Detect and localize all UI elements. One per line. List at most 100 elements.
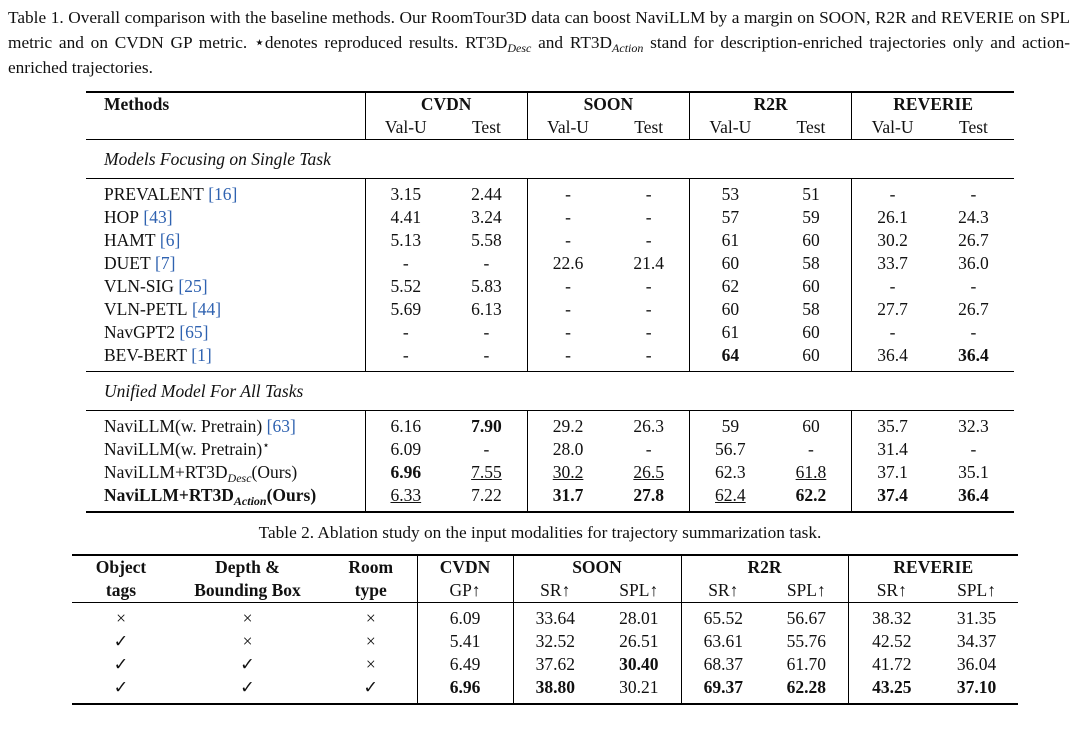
- method-name: NaviLLM+RT3D: [104, 485, 234, 505]
- value-cell: 58: [770, 252, 853, 275]
- data-row: ✓ ✓ × 6.49 37.62 30.40 68.37 61.70 41.72 36.04: [72, 653, 1018, 676]
- value-cell: -: [608, 298, 691, 321]
- header-line: Room: [348, 557, 394, 577]
- value-cell: ✓: [113, 654, 129, 674]
- value-cell: 3.24: [446, 206, 528, 229]
- value-cell: -: [608, 275, 691, 298]
- method-subscript: Desc: [227, 471, 252, 485]
- sub-header: SR↑: [708, 580, 739, 600]
- sub-header: Test: [770, 116, 853, 140]
- data-row: VLN-SIG [25] 5.52 5.83 - - 62 60 - -: [86, 275, 1014, 298]
- value-cell: 43.25: [848, 676, 935, 704]
- sub-header: Test: [958, 117, 988, 137]
- caption-subscript: Desc: [507, 41, 532, 55]
- value-cell: 33.64: [535, 608, 575, 628]
- value-cell: -: [608, 321, 691, 344]
- method-name: NaviLLM(w. Pretrain): [104, 416, 263, 436]
- value-cell: 28.01: [597, 602, 682, 630]
- table2-caption: Table 2. Ablation study on the input mod…: [258, 523, 822, 542]
- value-cell: ✓: [325, 676, 418, 704]
- value-cell: 60: [770, 344, 853, 372]
- value-cell: -: [402, 253, 409, 273]
- caption-text: and RT3D: [531, 33, 613, 52]
- method-name: HOP: [104, 207, 140, 227]
- value-cell: 30.21: [597, 676, 682, 704]
- section-row: Models Focusing on Single Task: [86, 140, 1015, 179]
- caption-subscript: Action: [612, 41, 644, 55]
- header-line: Object: [95, 557, 147, 577]
- section-row: Unified Model For All Tasks: [86, 371, 1015, 411]
- value-cell: 5.41: [417, 630, 514, 653]
- value-cell: 2.44: [446, 178, 528, 206]
- header-cell: [86, 116, 366, 140]
- value-cell: 30.40: [597, 653, 682, 676]
- value-cell: 62.4: [690, 484, 771, 512]
- value-cell: ✓: [240, 654, 255, 674]
- data-row: × × × 6.09 33.64 28.01 65.52 56.67 38.32 31.35: [72, 602, 1019, 630]
- value-cell: -: [565, 184, 571, 204]
- value-cell: 29.2: [552, 416, 584, 436]
- cell-text: 30.2: [552, 462, 584, 482]
- value-cell: 7.90: [446, 410, 528, 438]
- method-subscript: Action: [233, 494, 267, 508]
- value-cell: -: [446, 438, 528, 461]
- group-header: R2R: [681, 555, 849, 579]
- value-cell: 6.09: [417, 602, 514, 630]
- value-cell: 31.35: [956, 608, 997, 628]
- value-cell: 6.49: [417, 653, 514, 676]
- sub-header: Test: [608, 116, 691, 140]
- value-cell: -: [608, 178, 691, 206]
- method-name: HAMT: [104, 230, 156, 250]
- citation: [6]: [159, 230, 181, 250]
- value-cell: -: [608, 229, 691, 252]
- cell-text: 37.10: [956, 677, 997, 697]
- value-cell: 5.52: [390, 276, 422, 296]
- sub-header: Val-U: [871, 117, 914, 137]
- value-cell: 22.6: [552, 253, 584, 273]
- value-cell: -: [402, 322, 409, 342]
- cell-text: 6.33: [390, 485, 422, 505]
- data-row: NaviLLM+RT3DDesc(Ours) 6.96 7.55 30.2 26.5 62…: [86, 461, 1014, 484]
- value-cell: 5.58: [446, 229, 528, 252]
- value-cell: 7.22: [446, 484, 528, 512]
- value-cell: 60: [770, 275, 853, 298]
- method-cell: NaviLLM+RT3DDesc(Ours): [86, 461, 366, 485]
- value-cell: -: [446, 344, 528, 372]
- value-cell: 35.7: [877, 416, 908, 436]
- value-cell: ×: [325, 653, 418, 676]
- value-cell: 60: [721, 253, 740, 273]
- value-cell: 65.52: [703, 608, 743, 628]
- header-line: Bounding Box: [194, 580, 301, 600]
- value-cell: 6.16: [390, 416, 422, 436]
- sub-header: Val-U: [547, 117, 589, 137]
- header-line: Depth &: [215, 557, 280, 577]
- value-cell: -: [970, 276, 977, 296]
- value-cell: 42.52: [872, 631, 912, 651]
- cell-text: 27.8: [633, 485, 664, 505]
- value-cell: 36.0: [958, 253, 989, 273]
- value-cell: 28.0: [552, 439, 584, 459]
- value-cell: -: [565, 299, 571, 319]
- value-cell: 59: [770, 206, 853, 229]
- value-cell: 60: [770, 229, 853, 252]
- cell-text: 6.96: [449, 677, 481, 697]
- data-row: NaviLLM+RT3DAction(Ours) 6.33 7.22 31.7 27.8…: [86, 484, 1014, 512]
- method-name: NaviLLM(w. Pretrain): [104, 439, 263, 459]
- value-cell: 36.4: [877, 345, 908, 365]
- value-cell: ✓: [240, 677, 255, 697]
- value-cell: 60: [770, 410, 853, 438]
- method-name: NavGPT2: [104, 322, 175, 342]
- value-cell: ×: [325, 630, 418, 653]
- method-name: VLN-SIG: [104, 276, 174, 296]
- method-superscript: ⋆: [262, 438, 270, 452]
- group-header: R2R: [689, 92, 853, 116]
- value-cell: -: [565, 230, 571, 250]
- value-cell: 26.1: [877, 207, 908, 227]
- value-cell: 32.52: [535, 631, 575, 651]
- value-cell: 61.8: [770, 461, 853, 484]
- value-cell: 21.4: [608, 252, 691, 275]
- value-cell: 3.15: [390, 184, 422, 204]
- method-cell: NavGPT2 [65]: [86, 321, 366, 344]
- value-cell: 61: [721, 322, 740, 342]
- data-row: HAMT [6] 5.13 5.58 - - 61 60 30.2 26.7: [86, 229, 1014, 252]
